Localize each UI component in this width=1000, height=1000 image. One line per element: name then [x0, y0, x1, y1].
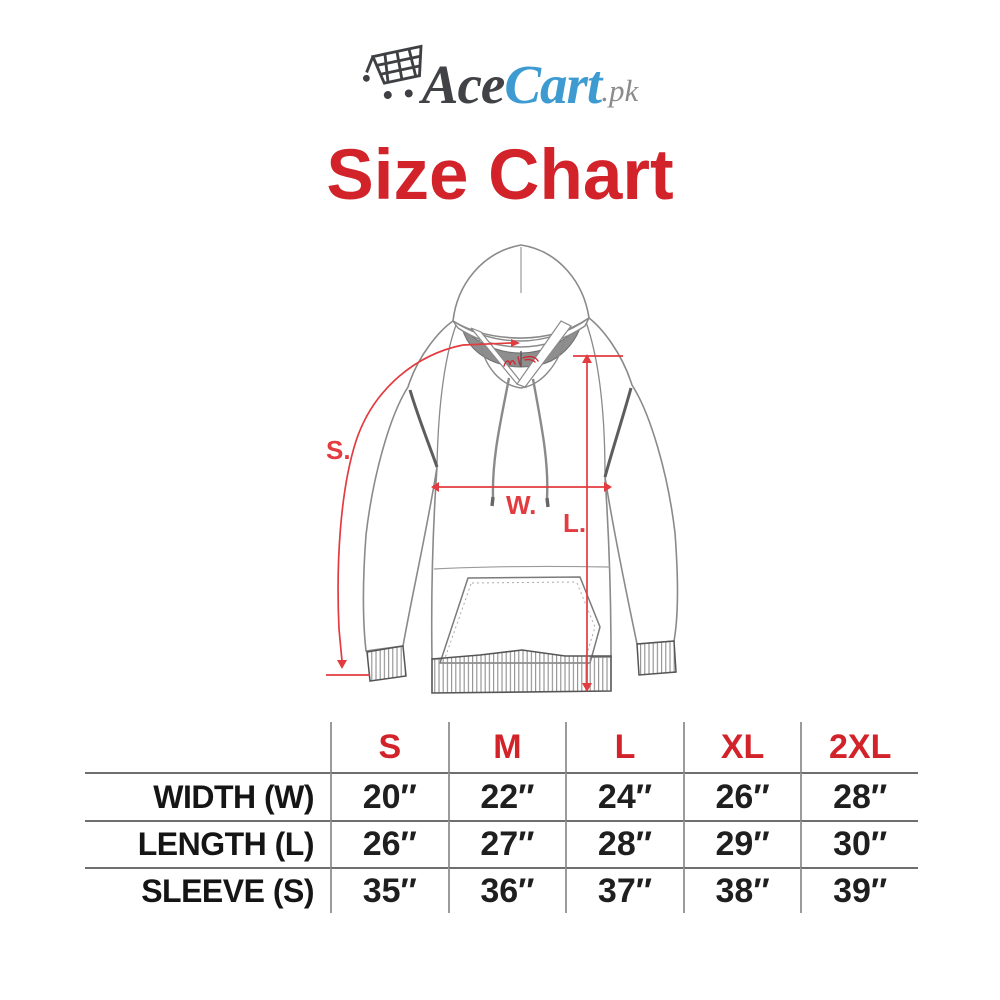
sleeve-measure-label: S. — [326, 435, 351, 465]
sleeve-l: 37″ — [565, 867, 683, 913]
length-2xl: 30″ — [800, 820, 918, 867]
raglan-seam-left — [408, 389, 439, 468]
brand-tld-text: .pk — [601, 73, 639, 108]
table-corner-cell — [85, 722, 330, 772]
width-l: 24″ — [565, 772, 683, 820]
length-l: 28″ — [565, 820, 683, 867]
length-xl: 29″ — [682, 820, 801, 867]
sleeve-xl: 38″ — [682, 867, 801, 913]
row-label-width: WIDTH (W) — [85, 772, 330, 820]
brand-cart-text: Cart — [504, 54, 602, 115]
sleeve-2xl: 39″ — [800, 867, 918, 913]
cart-icon — [362, 44, 423, 99]
pocket-stitching — [444, 581, 596, 659]
column-header-2xl: 2XL — [800, 722, 918, 772]
row-label-sleeve: SLEEVE (S) — [85, 867, 330, 913]
sleeve-m: 36″ — [447, 867, 566, 913]
column-header-s: S — [330, 722, 448, 772]
right-cuff-ribbing — [636, 640, 677, 676]
row-label-length: LENGTH (L) — [85, 820, 330, 867]
width-s: 20″ — [330, 772, 448, 820]
width-xl: 26″ — [682, 772, 801, 820]
hood-brand-script — [503, 355, 539, 367]
length-measure-label: L. — [563, 508, 586, 538]
length-m: 27″ — [447, 820, 566, 867]
hoodie-body-outline — [362, 317, 679, 660]
width-measure-label: W. — [506, 490, 536, 520]
left-drawstring — [491, 377, 511, 498]
page-title: Size Chart — [326, 136, 674, 215]
hem-ribbing — [431, 649, 612, 694]
width-2xl: 28″ — [800, 772, 918, 820]
chest-seam — [433, 565, 611, 570]
measurement-lines — [326, 342, 623, 685]
collar-arc — [478, 335, 567, 389]
size-table: S M L XL 2XL WIDTH (W) 20″ 22″ 24″ 26″ 2… — [85, 722, 918, 913]
kangaroo-pocket — [439, 576, 601, 664]
column-header-xl: XL — [682, 722, 801, 772]
column-header-m: M — [447, 722, 566, 772]
width-m: 22″ — [447, 772, 566, 820]
left-cuff-ribbing — [366, 645, 407, 682]
front-seam-left — [436, 324, 457, 466]
hoodie-diagram: S. W. L. — [326, 244, 679, 694]
front-seam-right — [585, 321, 606, 476]
neck-flap-right — [516, 320, 572, 388]
column-header-l: L — [565, 722, 683, 772]
measurement-arrowheads — [337, 339, 612, 692]
brand-ace-text: Ace — [421, 54, 506, 115]
logo: Ace Cart .pk — [0, 40, 1000, 112]
length-s: 26″ — [330, 820, 448, 867]
sleeve-s: 35″ — [330, 867, 448, 913]
raglan-seam-right — [603, 387, 633, 478]
drawstring-aglets — [490, 496, 550, 508]
